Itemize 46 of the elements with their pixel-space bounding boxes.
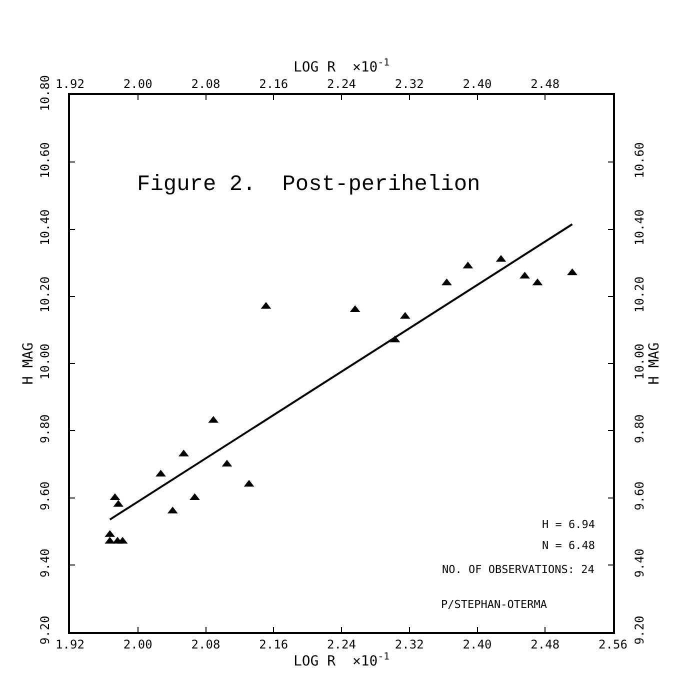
y2-tick-label: 10.20 bbox=[632, 276, 646, 313]
y-tick-label: 10.80 bbox=[38, 75, 52, 112]
y-tick-label: 10.20 bbox=[38, 276, 52, 313]
annotation: NO. OF OBSERVATIONS: 24 bbox=[442, 563, 595, 576]
y-tick-label: 10.00 bbox=[38, 344, 52, 380]
x2-tick-label: 2.48 bbox=[530, 77, 560, 92]
y-tick-label: 10.60 bbox=[38, 142, 52, 178]
y-tick-label: 9.40 bbox=[38, 548, 52, 578]
x2-tick-label: 2.08 bbox=[191, 77, 220, 92]
x-tick-label: 2.40 bbox=[462, 637, 492, 652]
y-axis-title: H MAG bbox=[20, 342, 36, 385]
x-tick-label: 1.92 bbox=[56, 637, 84, 652]
x-tick-label: 2.24 bbox=[327, 637, 356, 652]
point bbox=[156, 470, 166, 477]
y2-tick-label: 9.80 bbox=[632, 414, 646, 444]
y-tick-label: 9.80 bbox=[38, 414, 52, 444]
point bbox=[567, 268, 578, 276]
y2-tick-label: 10.00 bbox=[632, 344, 646, 380]
x-tick-label: 2.16 bbox=[259, 637, 288, 652]
x-tick-label: 2.56 bbox=[598, 637, 628, 652]
point bbox=[442, 278, 452, 286]
y-tick-label: 9.20 bbox=[38, 616, 52, 645]
x-tick-label: 2.00 bbox=[123, 637, 152, 652]
x2-tick-label: 2.40 bbox=[462, 77, 492, 92]
x2-tick-label: 2.24 bbox=[327, 77, 356, 92]
x2-tick-label: 1.92 bbox=[56, 77, 84, 92]
y2-tick-label: 10.40 bbox=[632, 209, 646, 246]
x-tick-label: 2.32 bbox=[394, 637, 424, 652]
x2-tick-label: 2.00 bbox=[123, 77, 152, 92]
y2-tick-label: 9.40 bbox=[632, 548, 646, 578]
text: Figure 2. Post-perihelion bbox=[137, 172, 480, 197]
y2-tick-label: 9.60 bbox=[632, 481, 646, 510]
y-tick-label: 10.40 bbox=[38, 209, 52, 246]
y2-tick-label: 9.20 bbox=[632, 616, 646, 645]
x-axis-title: LOG R ×10$^{-1}$ bbox=[293, 651, 390, 670]
annotation: N = 6.48 bbox=[542, 539, 595, 552]
x-tick-label: 2.48 bbox=[530, 637, 560, 652]
y2-tick-label: 10.60 bbox=[632, 142, 646, 178]
y-tick-label: 9.60 bbox=[38, 481, 52, 510]
annotation: H = 6.94 bbox=[542, 518, 596, 531]
x2-axis-title: LOG R ×10$^{-1}$ bbox=[293, 57, 390, 76]
x2-tick-label: 2.32 bbox=[394, 77, 424, 92]
y2-axis-title: H MAG bbox=[646, 342, 662, 385]
annotation: P/STEPHAN-OTERMA bbox=[441, 598, 548, 611]
x2-tick-label: 2.16 bbox=[259, 77, 288, 92]
x-tick-label: 2.08 bbox=[191, 637, 220, 652]
